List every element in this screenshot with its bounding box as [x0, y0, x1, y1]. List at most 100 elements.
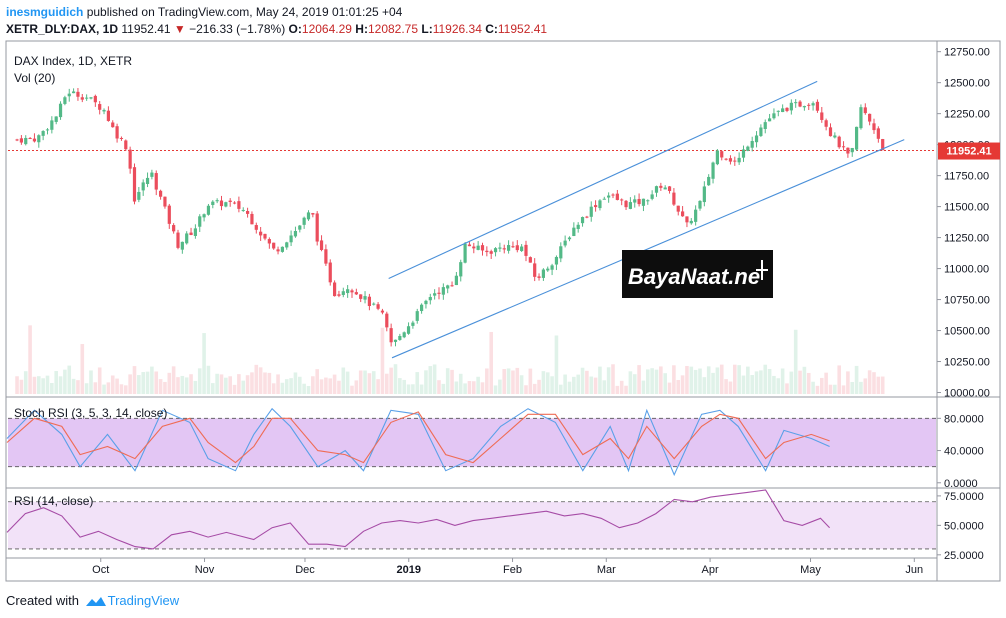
candle-body	[602, 198, 606, 200]
volume-bar	[23, 371, 28, 394]
volume-bar	[432, 364, 437, 394]
volume-bar	[54, 371, 58, 394]
volume-bar	[537, 379, 541, 394]
candle-body	[341, 291, 345, 295]
candle-body	[754, 135, 759, 143]
volume-bar	[654, 369, 659, 394]
candle-body	[189, 232, 193, 236]
volume-bar	[389, 367, 393, 394]
candle-body	[489, 251, 493, 254]
volume-bar	[337, 380, 341, 394]
volume-bar	[532, 383, 537, 394]
candle-body	[876, 128, 880, 139]
volume-bar	[232, 384, 237, 394]
author-link[interactable]: inesmguidich	[6, 5, 84, 19]
volume-bar	[210, 383, 215, 394]
candle-body	[520, 246, 524, 252]
volume-bar	[306, 385, 311, 394]
price-tick-label: 11250.00	[944, 233, 989, 245]
volume-bar	[237, 374, 241, 394]
candle-body	[446, 285, 450, 289]
candle-body	[628, 202, 632, 209]
candle-body	[198, 216, 202, 227]
candle-body	[724, 158, 728, 160]
candle-body	[546, 268, 550, 271]
volume-bar	[593, 377, 598, 394]
candle-body	[324, 249, 328, 264]
candle-body	[172, 225, 176, 232]
volume-bar	[837, 365, 841, 394]
candle-body	[328, 262, 332, 283]
time-tick-label: Jun	[905, 564, 923, 576]
candle-body	[694, 209, 698, 222]
volume-bar	[367, 373, 372, 394]
volume-bar	[663, 373, 667, 394]
candle-body	[598, 200, 602, 209]
candle-body	[672, 192, 676, 205]
last-price-tag	[938, 142, 1000, 160]
candle-body	[659, 185, 663, 188]
rsi-title: RSI (14, close)	[14, 494, 93, 508]
candle-body	[293, 231, 298, 237]
volume-bar	[145, 371, 150, 394]
candle-body	[250, 213, 254, 225]
candle-body	[433, 293, 437, 296]
candle-body	[228, 200, 232, 202]
volume-bar	[528, 368, 533, 394]
indicator-tick-label: 25.0000	[944, 550, 984, 562]
candle-body	[715, 150, 719, 165]
candle-body	[550, 265, 554, 270]
volume-bar	[863, 378, 868, 394]
volume-bar	[302, 383, 306, 394]
candle-body	[202, 214, 206, 218]
volume-bar	[498, 379, 502, 394]
candle-body	[124, 140, 128, 150]
volume-bar	[772, 375, 776, 394]
volume-bar	[271, 383, 276, 394]
change-value: −216.33 (−1.78%)	[189, 22, 286, 36]
channel-lower-line[interactable]	[391, 139, 905, 359]
candle-body	[607, 195, 611, 198]
time-tick-label: Feb	[503, 564, 522, 576]
volume-bar	[293, 372, 298, 394]
candle-body	[841, 146, 846, 148]
candle-body	[376, 304, 380, 309]
volume-bar	[833, 384, 837, 394]
volume-bar	[776, 378, 781, 394]
candle-body	[746, 146, 750, 151]
candle-body	[76, 91, 80, 97]
volume-bar	[324, 377, 328, 394]
candle-body	[493, 248, 498, 253]
price-tick-label: 11750.00	[944, 171, 989, 183]
volume-bar	[576, 374, 580, 394]
publish-info: inesmguidich published on TradingView.co…	[6, 4, 402, 20]
candle-body	[424, 300, 428, 305]
candle-body	[868, 113, 872, 122]
tradingview-brand-link[interactable]: TradingView	[107, 593, 180, 608]
candle-body	[359, 294, 363, 299]
volume-bar	[110, 375, 115, 394]
volume-bar	[628, 371, 633, 394]
candle-body	[820, 112, 824, 120]
volume-bar	[206, 365, 211, 394]
candle-body	[720, 151, 724, 158]
candle-body	[98, 104, 102, 110]
channel-upper-line[interactable]	[388, 80, 818, 279]
volume-bar	[728, 381, 733, 394]
time-tick-label: Apr	[702, 564, 719, 576]
time-tick-label: Nov	[195, 564, 215, 576]
volume-bar	[380, 327, 385, 394]
chart-frame	[5, 40, 1001, 582]
volume-bar	[332, 374, 337, 394]
volume-bar	[702, 377, 707, 394]
volume-bar	[685, 365, 689, 394]
candle-body	[93, 95, 97, 103]
volume-bar	[841, 385, 846, 394]
volume-bar	[350, 385, 354, 394]
candle-body	[620, 199, 624, 201]
candle-body	[128, 149, 132, 169]
volume-bar	[737, 365, 741, 394]
volume-bar	[724, 379, 728, 394]
volume-bar	[245, 375, 250, 394]
